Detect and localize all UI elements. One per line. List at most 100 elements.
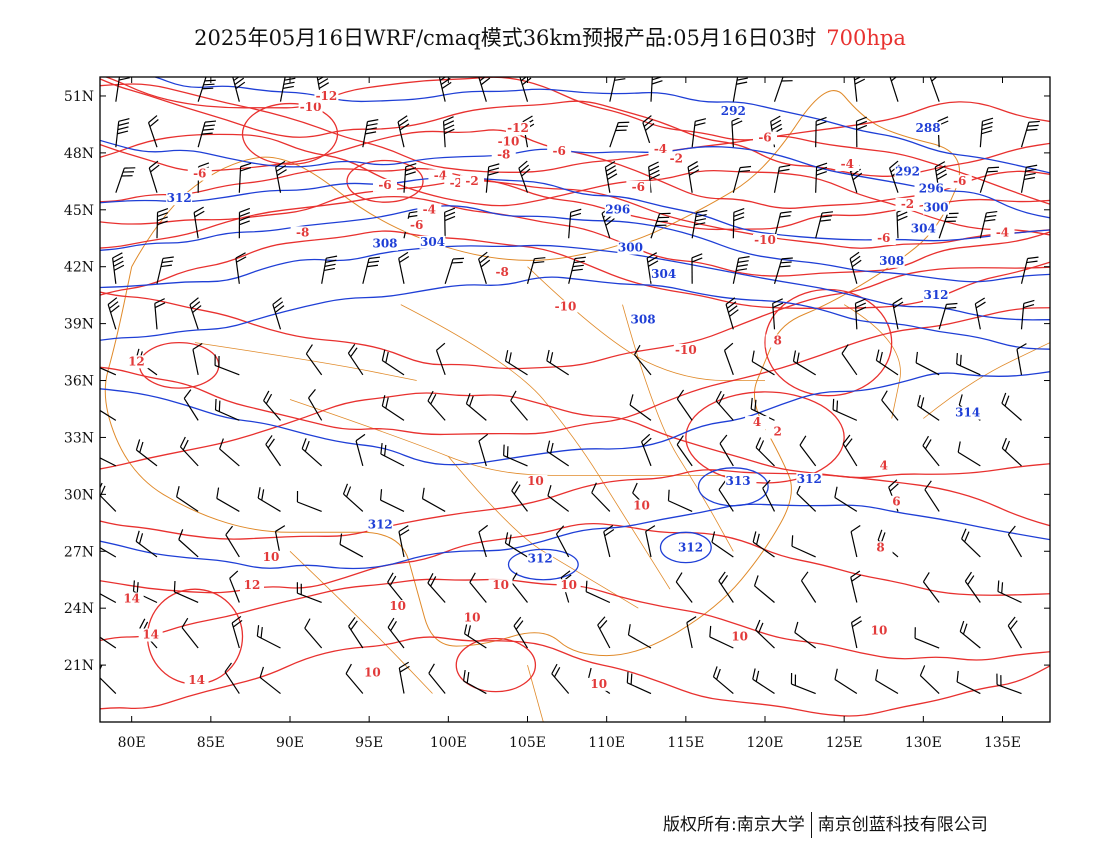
label-halo (496, 135, 521, 149)
isotherm-label: -10 (555, 299, 577, 313)
wind-barb (214, 354, 240, 376)
wind-barb (197, 77, 216, 102)
wind-barb (231, 615, 243, 649)
wind-barb (1007, 525, 1023, 558)
wind-barb (979, 210, 998, 239)
wind-barb (794, 621, 817, 649)
label-halo (835, 158, 860, 172)
wind-barb (485, 163, 500, 193)
wind-barb (875, 349, 899, 376)
wind-barb (957, 441, 981, 467)
wind-barb (773, 257, 793, 284)
wind-barb (792, 350, 816, 376)
isotherm-label: -6 (378, 178, 391, 192)
wind-barb (675, 572, 693, 603)
wind-barb (259, 666, 281, 695)
wind-barb (917, 394, 940, 421)
label-halo (553, 300, 578, 314)
isotherm-label: 10 (492, 578, 509, 592)
wind-barb (752, 668, 775, 695)
wind-barb (568, 256, 586, 284)
wind-barb (444, 257, 465, 284)
wind-barb (959, 620, 981, 649)
wind-barb (176, 486, 199, 512)
geopotential-loop (507, 548, 579, 581)
wind-barb (568, 208, 582, 239)
isotherm-loop (241, 102, 339, 165)
wind-barb (555, 525, 570, 558)
wind-barb (296, 490, 322, 512)
isotherm-line (100, 195, 1050, 277)
isotherm-label: 12 (128, 354, 145, 368)
wind-barb (272, 297, 285, 330)
wind-barb (428, 663, 446, 694)
label-halo (586, 677, 611, 691)
wind-barb (691, 118, 707, 148)
label-halo (617, 241, 644, 255)
lon-tick-label: 90E (276, 735, 304, 751)
wind-barb (691, 253, 703, 284)
wind-barb (115, 167, 136, 193)
label-halo (419, 235, 446, 249)
wind-barb (256, 625, 281, 649)
label-halo (373, 178, 397, 192)
neighbor-border (527, 664, 544, 722)
isotherm-label: 4 (880, 459, 888, 473)
label-halo (460, 611, 485, 625)
wind-barb (463, 622, 487, 649)
wind-barb (732, 256, 750, 284)
wind-barb (179, 436, 199, 467)
wind-barb (100, 636, 117, 649)
label-halo (360, 666, 385, 680)
wind-barb (723, 342, 734, 376)
label-halo (725, 474, 752, 488)
wind-barb (362, 256, 381, 284)
wind-barb (503, 444, 528, 467)
wind-barb (604, 160, 618, 193)
wind-barb (546, 440, 570, 467)
wind-barb (478, 251, 491, 284)
wind-barb (214, 398, 240, 421)
label-halo (673, 343, 698, 357)
wind-barb (192, 342, 203, 375)
isotherm-label: 10 (871, 624, 888, 638)
label-halo (314, 89, 339, 103)
label-halo (184, 674, 209, 688)
wind-barb (235, 252, 247, 284)
label-halo (894, 165, 921, 179)
wind-barb (750, 397, 775, 421)
wind-barb (115, 118, 130, 148)
isotherm-line (100, 133, 1050, 236)
wind-barb (345, 663, 364, 694)
label-halo (240, 579, 264, 593)
label-halo (367, 518, 394, 532)
wind-barb (147, 115, 159, 148)
geopotential-label: 300 (923, 201, 948, 215)
wind-barb (339, 533, 364, 558)
lat-tick-label: 36N (64, 374, 94, 390)
geopotential-label: 296 (919, 182, 944, 196)
isotherm-label: -8 (495, 265, 508, 279)
wind-barb (979, 117, 994, 148)
label-halo (871, 232, 896, 246)
wind-barb (380, 443, 405, 467)
label-halo (918, 182, 945, 196)
geopotential-loop (659, 531, 712, 564)
wind-barb (850, 525, 861, 558)
isotherm-label: -4 (996, 225, 1009, 239)
wind-barb (398, 661, 410, 694)
wind-barb (397, 115, 410, 148)
wind-barb (629, 394, 652, 421)
isotherm-label: 14 (188, 673, 205, 687)
wind-barb (676, 435, 693, 467)
wind-barb (219, 438, 240, 467)
lon-tick-label: 100E (430, 735, 467, 751)
wind-barb (355, 433, 366, 467)
wind-barb (100, 546, 117, 558)
geopotential-line (100, 276, 1050, 350)
isotherm-loop (455, 637, 537, 693)
lon-tick-label: 80E (118, 735, 146, 751)
geopotential-line (100, 205, 1050, 283)
geopotential-label: 288 (916, 121, 941, 135)
lon-tick-label: 120E (747, 735, 784, 751)
